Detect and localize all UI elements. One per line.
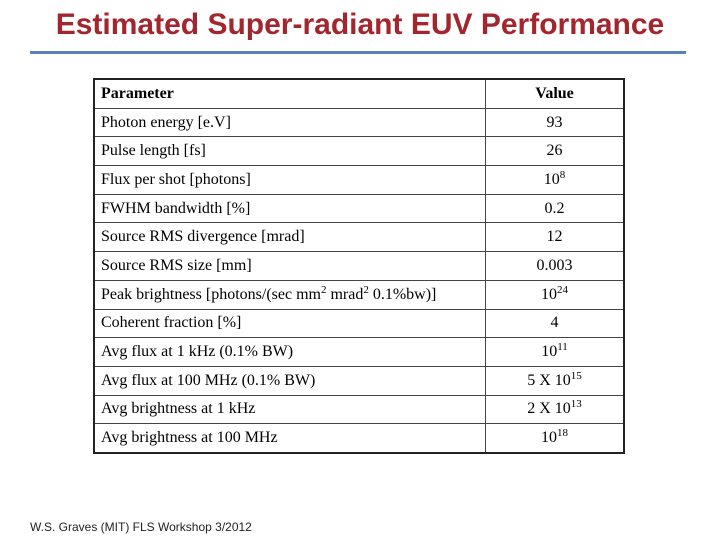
parameter-cell: Source RMS size [mm] [93,251,486,281]
parameter-cell: Avg flux at 1 kHz (0.1% BW) [93,337,486,367]
value-cell: 1024 [485,279,625,310]
value-cell: 4 [485,308,625,339]
table-row: Avg brightness at 1 kHz 2 X 1013 [93,394,625,425]
parameter-table: Parameter Value Photon energy [e.V] 93 Pulse… [93,78,625,454]
superscript: 18 [557,427,568,440]
value-cell: 0.2 [485,193,625,224]
superscript: 24 [557,283,568,296]
value-cell: 26 [485,136,625,167]
superscript: 2 [363,283,369,296]
parameter-cell: Coherent fraction [%] [93,308,486,339]
title-rule [30,51,686,54]
table-row: Photon energy [e.V] 93 [93,107,625,138]
parameter-cell: Photon energy [e.V] [93,107,486,138]
value-cell: Value [485,78,625,109]
table-row: Coherent fraction [%] 4 [93,308,625,339]
table-row: Avg brightness at 100 MHz 1018 [93,423,625,454]
value-cell: 1011 [485,337,625,367]
table-row: FWHM bandwidth [%] 0.2 [93,193,625,224]
superscript: 8 [559,168,566,181]
value-cell: 12 [485,222,625,253]
parameter-cell: Flux per shot [photons] [93,165,486,195]
parameter-cell: Pulse length [fs] [93,136,486,167]
superscript: 13 [570,398,582,411]
value-cell: 5 X 1015 [485,365,625,396]
table-row: Source RMS divergence [mrad] 12 [93,222,625,253]
slide-title: Estimated Super-radiant EUV Performance [55,8,665,41]
parameter-cell: Avg brightness at 100 MHz [93,423,486,454]
text: 10 [541,429,557,447]
text: 2 X 10 [527,400,571,418]
value-cell: 1018 [485,423,625,454]
text: 0.1%bw)] [368,285,437,303]
table-row: Flux per shot [photons] 108 [93,165,625,195]
value-cell: 0.003 [485,251,625,281]
value-cell: 93 [485,107,625,138]
superscript: 15 [570,369,582,382]
table-row: Avg flux at 1 kHz (0.1% BW) 1011 [93,337,625,367]
parameter-cell: FWHM bandwidth [%] [93,193,486,224]
text: mrad [326,285,364,303]
superscript: 11 [557,341,568,354]
text: Peak brightness [photons/(sec mm [101,285,321,303]
value-cell: 108 [485,165,625,195]
parameter-cell: Parameter [93,78,486,109]
footer: W.S. Graves (MIT) FLS Workshop 3/2012 [30,520,252,534]
parameter-cell: Peak brightness [photons/(sec mm2 mrad2 … [93,279,486,310]
parameter-cell: Avg brightness at 1 kHz [93,394,486,425]
text: 10 [543,170,560,188]
text: 5 X 10 [527,371,571,389]
value-cell: 2 X 1013 [485,394,625,425]
table-row: Avg flux at 100 MHz (0.1% BW) 5 X 1015 [93,365,625,396]
header-row: Parameter Value [93,78,625,109]
text: 10 [541,285,557,303]
parameter-cell: Source RMS divergence [mrad] [93,222,486,253]
table-row: Source RMS size [mm] 0.003 [93,251,625,281]
parameter-cell: Avg flux at 100 MHz (0.1% BW) [93,365,486,396]
table-row: Pulse length [fs] 26 [93,136,625,167]
text: 10 [541,343,558,361]
table-row: Peak brightness [photons/(sec mm2 mrad2 … [93,279,625,310]
superscript: 2 [320,283,327,296]
